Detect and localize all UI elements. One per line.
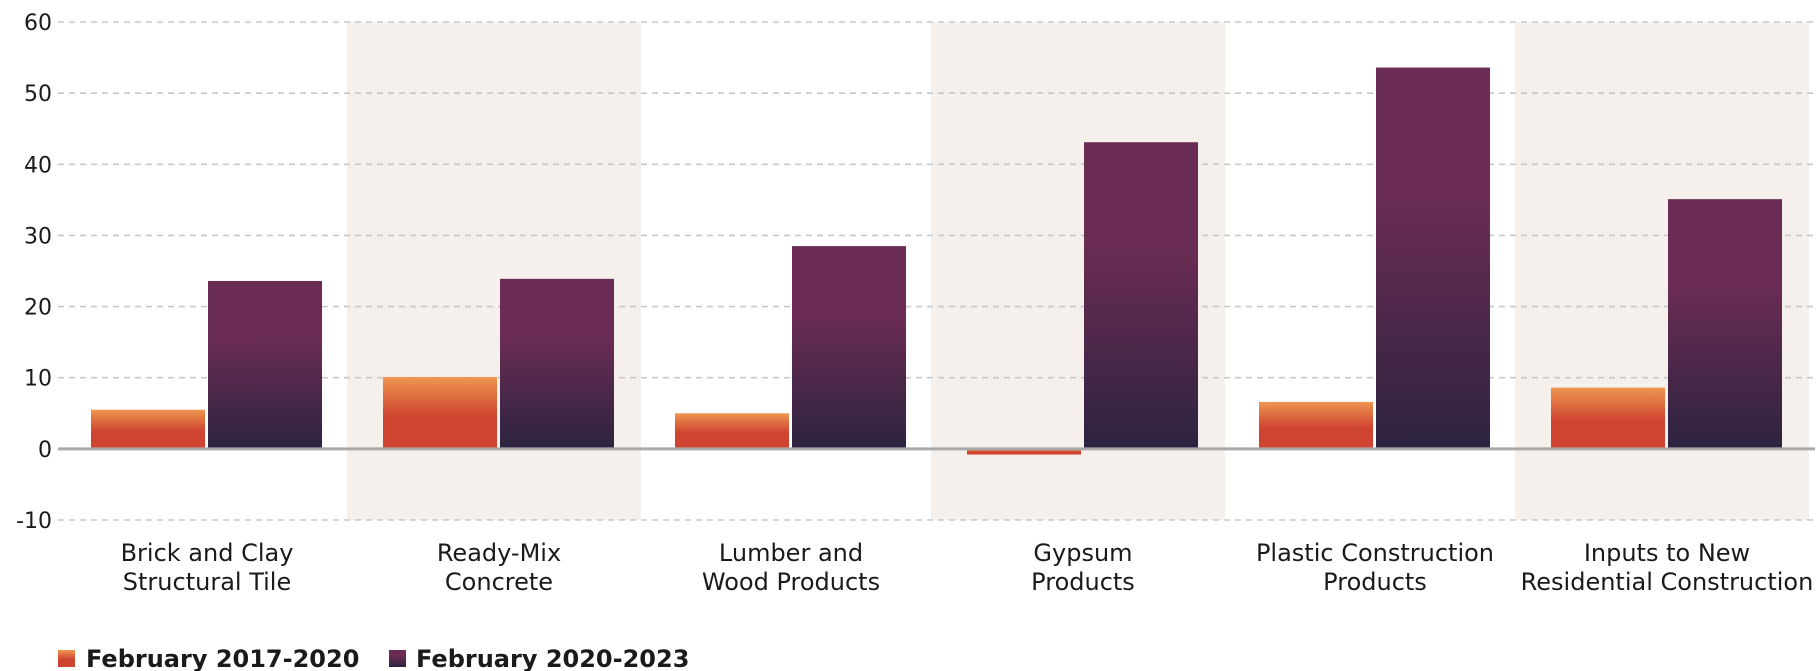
legend: February 2017-2020 February 2020-2023 (58, 645, 689, 671)
bar-series-2-1 (500, 278, 614, 449)
bar-series-1-2 (675, 413, 789, 449)
bar-series-1-5 (1551, 387, 1665, 449)
bar-series-1-3 (967, 448, 1081, 455)
x-category-label: Gypsum Products (1031, 539, 1135, 596)
y-tick-label: 50 (24, 82, 52, 107)
bar-series-2-0 (208, 280, 322, 449)
gridlines (58, 21, 1815, 521)
x-axis-labels: Brick and Clay Structural Tile Ready-Mix Co… (121, 539, 1814, 596)
y-tick-label: 60 (24, 11, 52, 36)
bar-series-2-3 (1084, 142, 1198, 449)
legend-swatch-series-1 (58, 650, 75, 667)
y-tick-label: 10 (24, 367, 52, 392)
y-tick-label: 20 (24, 296, 52, 321)
y-tick-label: 0 (38, 438, 52, 463)
y-tick-label: 30 (24, 224, 52, 249)
legend-label-series-1: February 2017-2020 (86, 645, 359, 671)
x-category-label: Plastic Construction Products (1256, 539, 1494, 596)
bar-series-2-4 (1376, 67, 1490, 449)
bars (91, 67, 1782, 455)
bar-series-2-2 (792, 246, 906, 449)
x-category-label: Lumber and Wood Products (702, 539, 880, 596)
bar-series-1-0 (91, 409, 205, 449)
legend-label-series-2: February 2020-2023 (416, 645, 689, 671)
legend-swatch-series-2 (389, 650, 406, 667)
bar-series-2-5 (1668, 199, 1782, 449)
x-category-label: Ready-Mix Concrete (437, 539, 561, 596)
y-tick-label: -10 (16, 509, 52, 534)
bar-series-1-1 (383, 377, 497, 449)
bar-series-1-4 (1259, 401, 1373, 449)
x-category-label: Inputs to New Residential Construction (1521, 539, 1814, 596)
y-axis-ticks: 60 50 40 30 20 10 0 -10 (16, 11, 52, 534)
y-tick-label: 40 (24, 153, 52, 178)
x-category-label: Brick and Clay Structural Tile (121, 539, 294, 596)
